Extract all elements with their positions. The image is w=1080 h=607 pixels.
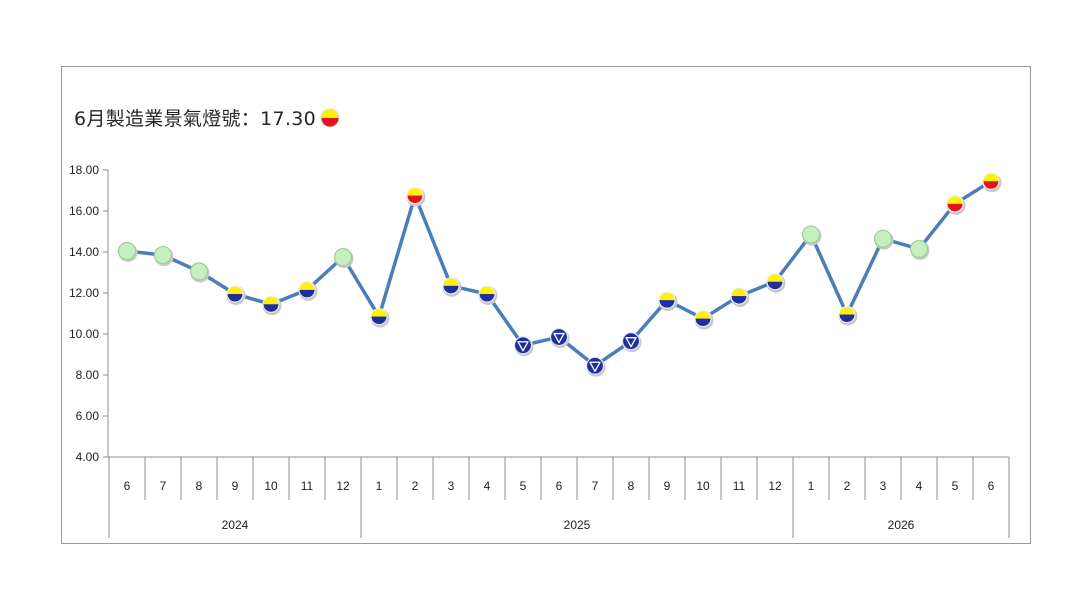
y-tick-label: 10.00 xyxy=(69,327,99,341)
data-point-yellow-red xyxy=(982,172,1002,193)
x-month-label: 10 xyxy=(696,479,710,493)
chart-frame xyxy=(61,66,1031,544)
data-point-green xyxy=(909,239,930,260)
data-point-green xyxy=(873,229,894,250)
x-month-label: 8 xyxy=(628,479,635,493)
chart-title: 6月製造業景氣燈號：17.30 xyxy=(74,108,316,130)
x-year-label: 2024 xyxy=(222,518,249,532)
data-point-green xyxy=(189,262,210,283)
y-tick-label: 12.00 xyxy=(69,286,99,300)
data-point-blue xyxy=(513,336,534,357)
x-month-label: 7 xyxy=(160,479,167,493)
data-point-blue xyxy=(621,332,642,353)
data-point-green xyxy=(153,245,174,267)
x-month-label: 8 xyxy=(196,479,203,493)
x-month-label: 3 xyxy=(880,479,887,493)
y-tick-label: 16.00 xyxy=(69,204,99,218)
x-year-label: 2025 xyxy=(564,518,591,532)
x-month-label: 2 xyxy=(412,479,419,493)
data-point-yellow-red xyxy=(406,187,426,207)
data-point-green xyxy=(117,241,138,262)
data-point-yellow-blue xyxy=(766,273,786,293)
data-point-yellow-blue xyxy=(370,308,390,328)
y-tick-label: 6.00 xyxy=(76,409,100,423)
x-month-label: 9 xyxy=(232,479,239,493)
data-point-blue xyxy=(549,327,570,349)
x-month-label: 12 xyxy=(336,479,350,493)
x-month-label: 3 xyxy=(448,479,455,493)
data-point-green xyxy=(333,248,354,269)
x-month-label: 1 xyxy=(808,479,815,493)
x-month-label: 11 xyxy=(301,479,314,493)
x-month-label: 2 xyxy=(844,479,851,493)
data-point-blue xyxy=(585,356,606,377)
x-month-label: 5 xyxy=(952,479,959,493)
y-tick-label: 14.00 xyxy=(69,245,99,259)
data-point-yellow-blue xyxy=(262,295,282,316)
x-month-label: 7 xyxy=(592,479,599,493)
data-point-yellow-red xyxy=(946,195,966,215)
x-month-label: 4 xyxy=(484,479,491,493)
yellow-red-signal-icon xyxy=(320,108,340,127)
data-point-yellow-blue xyxy=(478,285,498,306)
data-point-yellow-blue xyxy=(298,281,318,301)
data-point-yellow-blue xyxy=(838,306,858,326)
x-month-label: 9 xyxy=(664,479,671,493)
data-point-yellow-blue xyxy=(730,287,750,308)
x-month-label: 12 xyxy=(768,479,782,493)
y-tick-label: 18.00 xyxy=(69,163,99,177)
y-tick-label: 4.00 xyxy=(76,450,100,464)
data-point-green xyxy=(801,225,822,246)
x-month-label: 1 xyxy=(376,479,383,493)
data-point-yellow-blue xyxy=(442,277,462,297)
x-month-label: 6 xyxy=(988,479,995,493)
data-point-yellow-blue xyxy=(226,285,246,306)
data-point-yellow-blue xyxy=(694,310,714,330)
x-month-label: 5 xyxy=(520,479,527,493)
y-tick-label: 8.00 xyxy=(76,368,100,382)
x-month-label: 4 xyxy=(916,479,923,493)
x-month-label: 6 xyxy=(124,479,131,493)
chart-title-group: 6月製造業景氣燈號：17.30 xyxy=(74,104,340,131)
x-month-label: 11 xyxy=(733,479,746,493)
x-year-label: 2026 xyxy=(888,518,915,532)
data-point-yellow-blue xyxy=(658,291,678,312)
x-month-label: 6 xyxy=(556,479,563,493)
x-month-label: 10 xyxy=(264,479,278,493)
